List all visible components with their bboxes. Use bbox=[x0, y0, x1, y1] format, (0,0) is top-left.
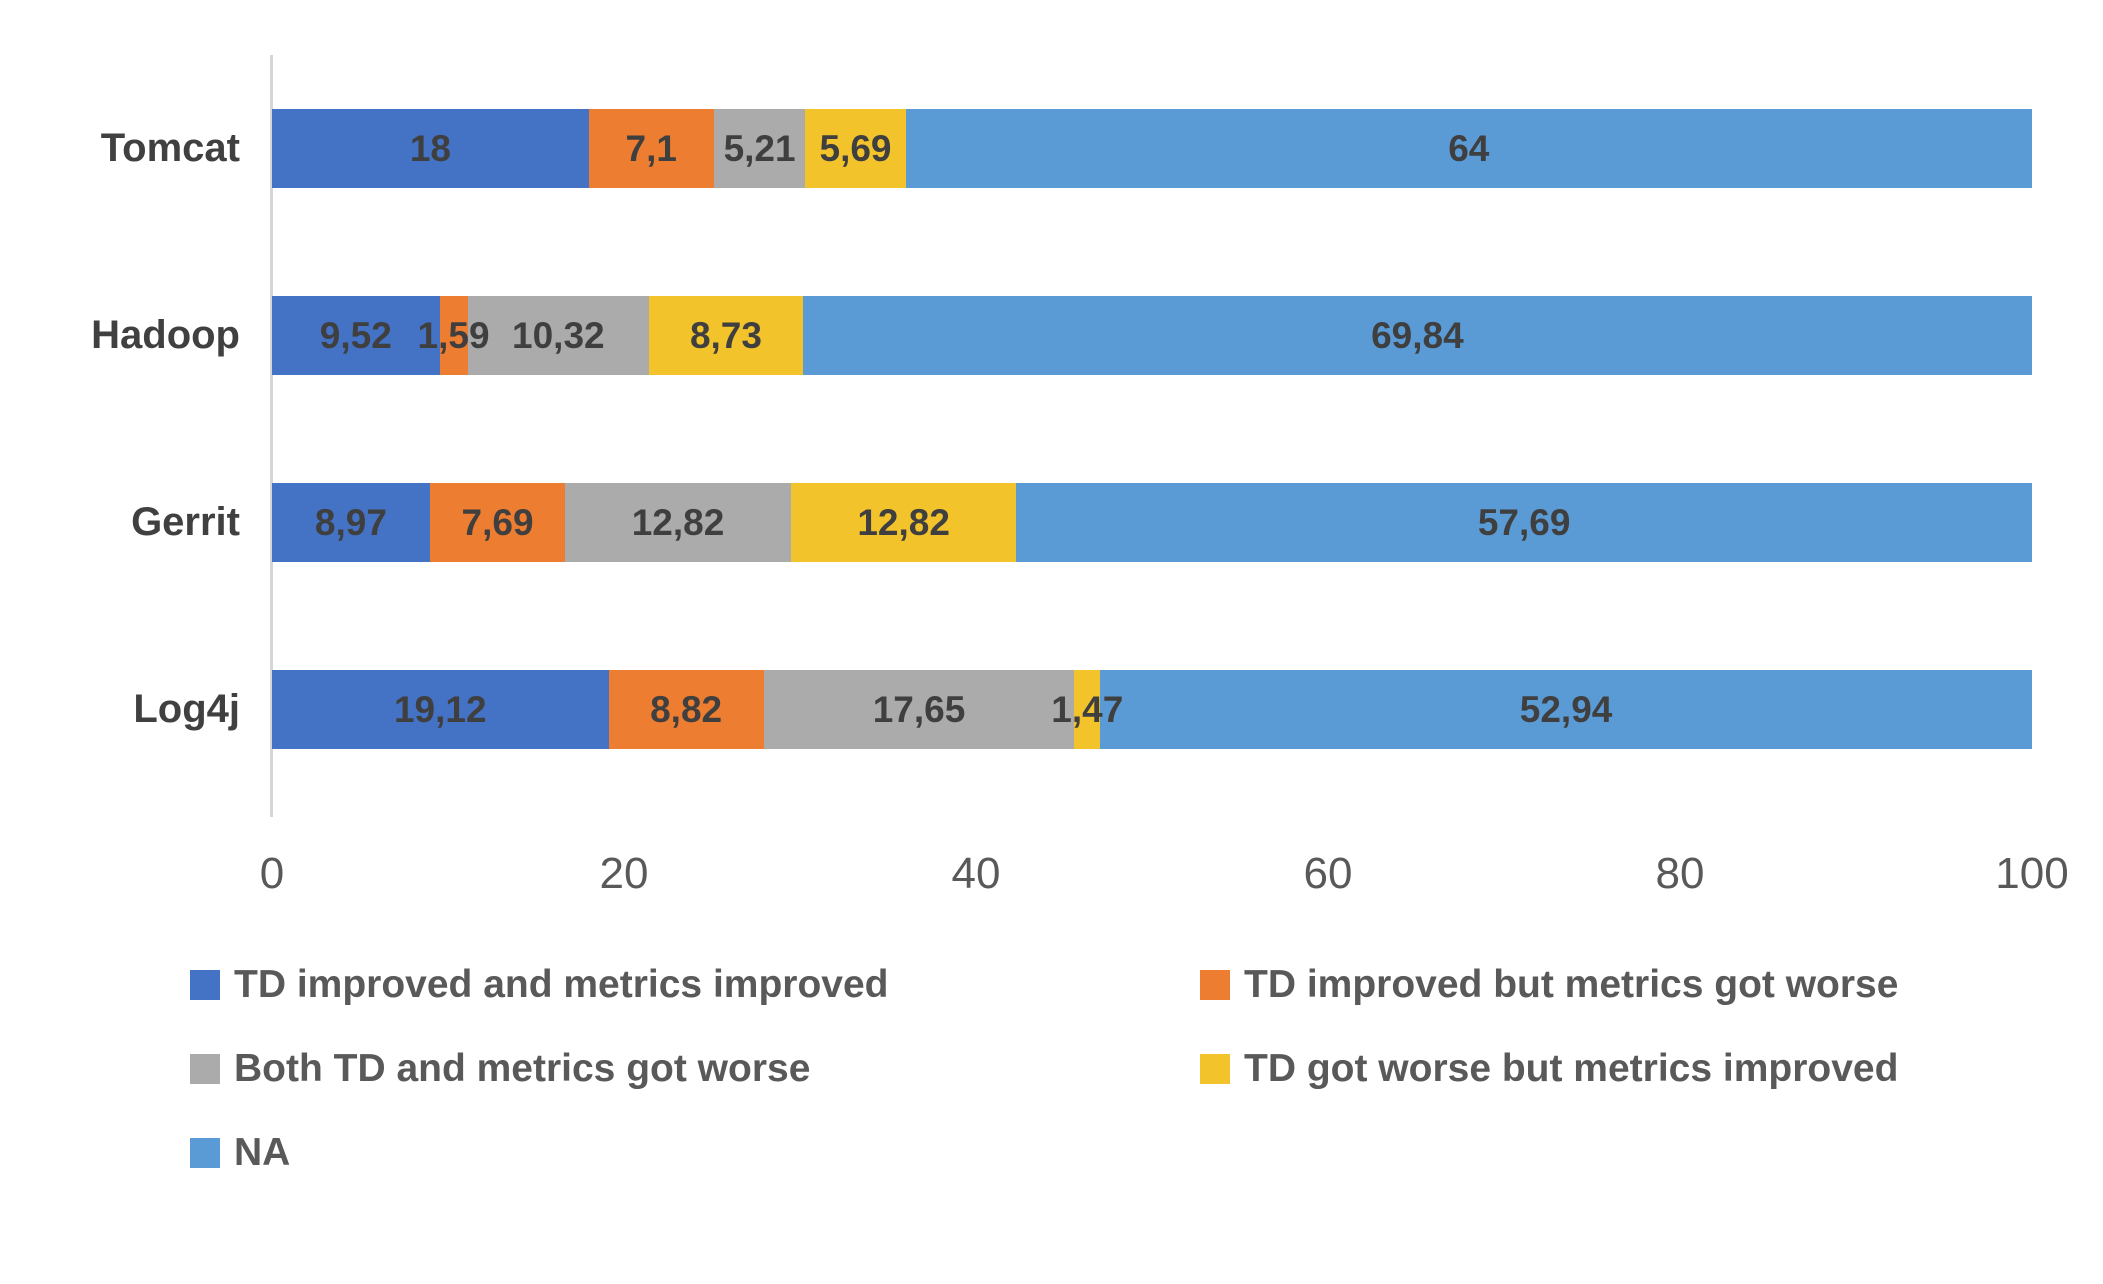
y-axis-line bbox=[270, 55, 273, 817]
bar-segment: 69,84 bbox=[802, 296, 2032, 375]
segment-value-label: 18 bbox=[409, 127, 451, 169]
legend-item: TD got worse but metrics improved bbox=[1200, 1047, 2060, 1091]
bar-track: 8,97 7,69 12,82 12,82 57,69 bbox=[272, 483, 2032, 562]
category-label: Log4j bbox=[133, 687, 240, 731]
x-axis-tick-label: 40 bbox=[951, 849, 1001, 898]
category-label: Hadoop bbox=[91, 313, 240, 357]
bar-segment: 9,52 bbox=[272, 296, 440, 375]
bar-segment: 19,12 bbox=[272, 670, 609, 749]
legend-item: NA bbox=[190, 1131, 1200, 1175]
bar-segment: 8,73 bbox=[649, 296, 803, 375]
bar-segment: 64 bbox=[905, 109, 2032, 188]
segment-value-label: 8,97 bbox=[314, 501, 387, 543]
legend-color-swatch bbox=[1200, 1054, 1230, 1084]
segment-value-label: 52,94 bbox=[1519, 688, 1613, 730]
x-axis-tick-label: 100 bbox=[1995, 849, 2069, 898]
bar-segment: 10,32 bbox=[467, 296, 650, 375]
bar-segment: 12,82 bbox=[790, 483, 1017, 562]
bar-segment: 57,69 bbox=[1016, 483, 2032, 562]
legend: TD improved and metrics improved TD impro… bbox=[190, 963, 2060, 1175]
x-axis-tick-label: 0 bbox=[259, 849, 285, 898]
segment-value-label: 9,52 bbox=[319, 314, 392, 356]
legend-label: Both TD and metrics got worse bbox=[234, 1047, 811, 1090]
legend-item: TD improved and metrics improved bbox=[190, 963, 1200, 1007]
bar-segment: 52,94 bbox=[1100, 670, 2032, 749]
segment-value-label: 7,69 bbox=[461, 501, 534, 543]
chart-row: Tomcat 18 7,1 5,21 5,69 64 bbox=[101, 55, 2032, 242]
legend-item: Both TD and metrics got worse bbox=[190, 1047, 1200, 1091]
bar-segment: 5,69 bbox=[805, 109, 906, 188]
bar-track: 19,12 8,82 17,65 1,47 52,94 bbox=[272, 670, 2032, 749]
bar-segment: 18 bbox=[272, 109, 589, 188]
category-label: Tomcat bbox=[100, 126, 240, 170]
segment-value-label: 7,1 bbox=[625, 127, 677, 169]
legend-color-swatch bbox=[190, 1138, 220, 1168]
segment-value-label: 1,59 bbox=[417, 314, 490, 356]
x-axis-tick-label: 80 bbox=[1655, 849, 1705, 898]
bar-track: 18 7,1 5,21 5,69 64 bbox=[272, 109, 2032, 188]
legend-item: TD improved but metrics got worse bbox=[1200, 963, 2060, 1007]
chart-row: Log4j 19,12 8,82 17,65 1,47 52,94 bbox=[133, 616, 2032, 803]
legend-color-swatch bbox=[190, 1054, 220, 1084]
bar-segment: 1,59 bbox=[418, 296, 490, 375]
bar-segment: 7,1 bbox=[588, 109, 714, 188]
bar-segment: 1,47 bbox=[1051, 670, 1123, 749]
segment-value-label: 12,82 bbox=[631, 501, 725, 543]
segment-value-label: 8,73 bbox=[689, 314, 762, 356]
bar-segment: 7,69 bbox=[429, 483, 566, 562]
bar-segment: 17,65 bbox=[763, 670, 1075, 749]
bar-segment: 12,82 bbox=[565, 483, 791, 562]
segment-value-label: 12,82 bbox=[857, 501, 950, 543]
legend-label: TD got worse but metrics improved bbox=[1244, 1047, 1899, 1090]
legend-label: TD improved but metrics got worse bbox=[1244, 963, 1899, 1006]
x-axis-tick-label: 60 bbox=[1303, 849, 1353, 898]
legend-color-swatch bbox=[1200, 970, 1230, 1000]
segment-value-label: 1,47 bbox=[1051, 688, 1124, 730]
legend-label: NA bbox=[234, 1131, 291, 1174]
segment-value-label: 17,65 bbox=[872, 688, 966, 730]
legend-label: TD improved and metrics improved bbox=[234, 963, 889, 1006]
segment-value-label: 19,12 bbox=[393, 688, 487, 730]
legend-color-swatch bbox=[190, 970, 220, 1000]
bar-segment: 8,82 bbox=[608, 670, 764, 749]
segment-value-label: 57,69 bbox=[1477, 501, 1571, 543]
x-axis-tick-label: 20 bbox=[599, 849, 649, 898]
segment-value-label: 64 bbox=[1448, 127, 1490, 169]
chart-row: Hadoop 9,52 1,59 10,32 8,73 69,84 bbox=[91, 242, 2032, 429]
bar-segment: 8,97 bbox=[272, 483, 430, 562]
bar-segment: 5,21 bbox=[713, 109, 806, 188]
segment-value-label: 69,84 bbox=[1371, 314, 1464, 356]
segment-value-label: 8,82 bbox=[650, 688, 723, 730]
segment-value-label: 10,32 bbox=[512, 314, 605, 356]
bar-track: 9,52 1,59 10,32 8,73 69,84 bbox=[272, 296, 2032, 375]
segment-value-label: 5,69 bbox=[819, 127, 892, 169]
plot-area: Tomcat 18 7,1 5,21 5,69 64 Hadoop 9,52 1,59 10,32… bbox=[91, 55, 2032, 817]
x-axis: 0 20 40 60 80 100 bbox=[260, 831, 2069, 921]
segment-value-label: 5,21 bbox=[723, 127, 796, 169]
chart-row: Gerrit 8,97 7,69 12,82 12,82 57,69 bbox=[131, 429, 2032, 616]
plot-rows: Tomcat 18 7,1 5,21 5,69 64 Hadoop 9,52 1,59 10,32… bbox=[91, 55, 2032, 803]
category-label: Gerrit bbox=[131, 500, 240, 544]
